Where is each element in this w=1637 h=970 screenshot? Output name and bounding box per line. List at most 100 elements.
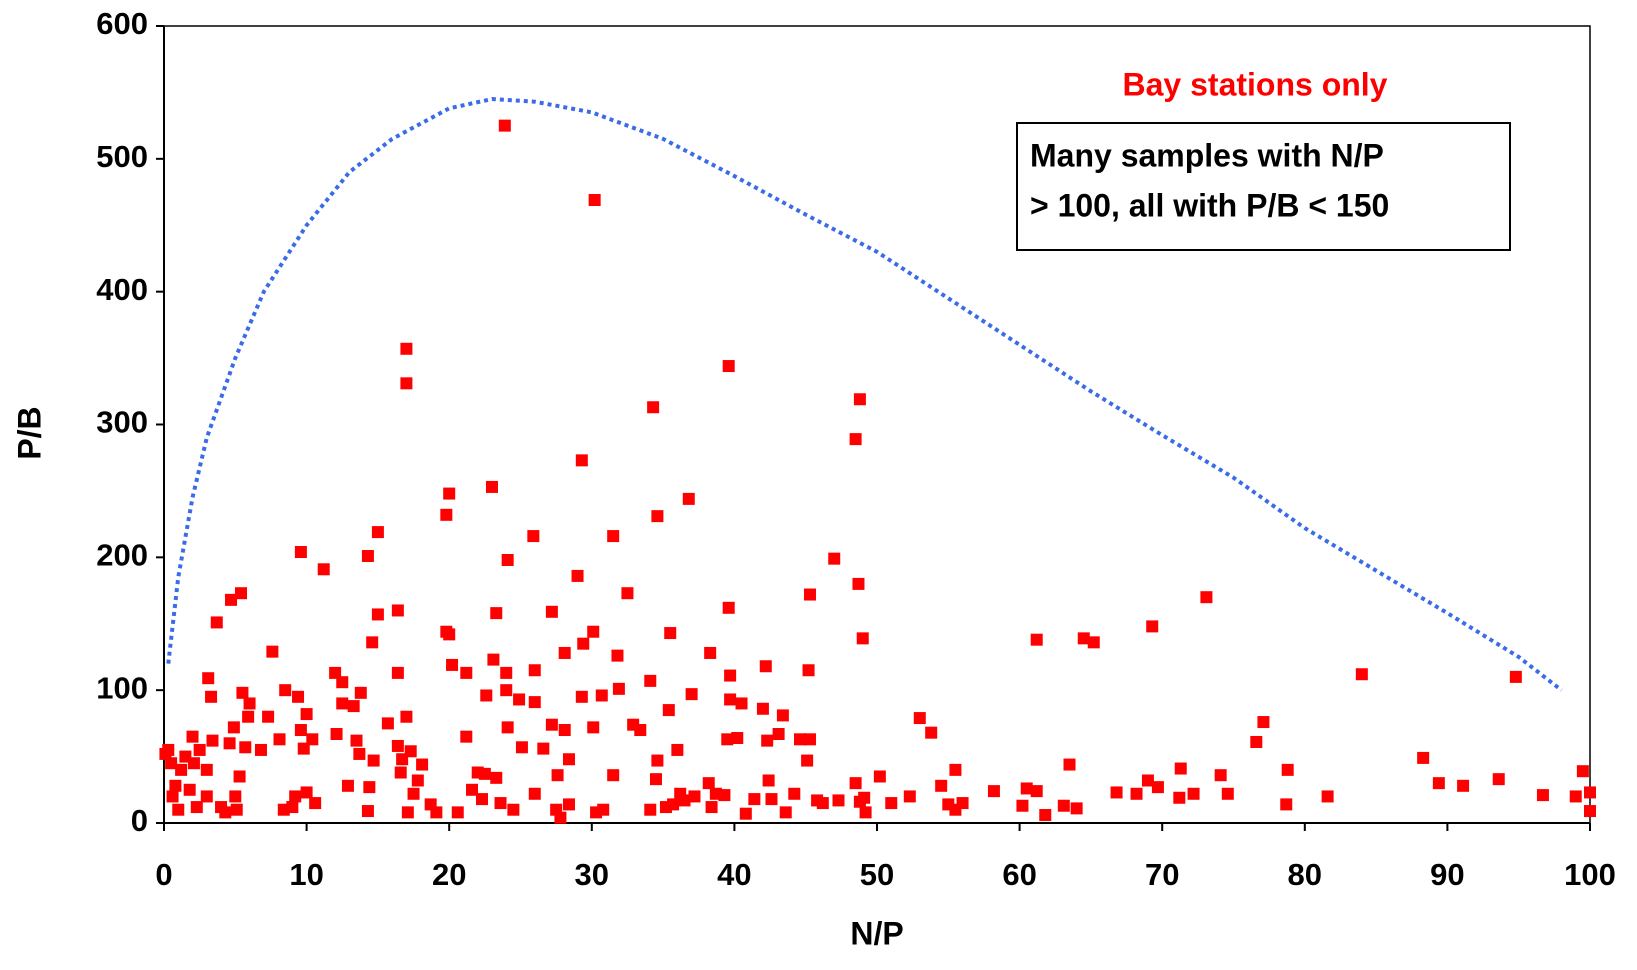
point xyxy=(1280,798,1293,811)
point xyxy=(885,797,898,810)
point xyxy=(206,734,219,747)
point xyxy=(1030,785,1043,798)
point xyxy=(1146,620,1159,633)
point xyxy=(172,803,185,816)
point xyxy=(704,646,717,659)
point xyxy=(1039,809,1052,822)
point xyxy=(987,785,1000,798)
point xyxy=(475,793,488,806)
point xyxy=(225,593,238,606)
point xyxy=(286,801,299,814)
y-tick-label: 500 xyxy=(96,139,148,174)
point xyxy=(330,728,343,741)
point xyxy=(721,733,734,746)
point xyxy=(756,702,769,715)
point xyxy=(545,605,558,618)
x-tick-label: 50 xyxy=(860,857,894,892)
point xyxy=(685,688,698,701)
point xyxy=(1569,790,1582,803)
point xyxy=(361,805,374,818)
point xyxy=(765,793,778,806)
point xyxy=(183,783,196,796)
note-line: Many samples with N/P xyxy=(1030,137,1384,173)
point xyxy=(400,342,413,355)
point xyxy=(678,794,691,807)
y-tick-label: 100 xyxy=(96,670,148,705)
point xyxy=(341,779,354,792)
point xyxy=(487,653,500,666)
point xyxy=(1355,668,1368,681)
point xyxy=(336,697,349,710)
point xyxy=(363,781,376,794)
point xyxy=(227,721,240,734)
point xyxy=(501,553,514,566)
point xyxy=(647,401,660,414)
point xyxy=(651,510,664,523)
point xyxy=(832,794,845,807)
point xyxy=(644,803,657,816)
point xyxy=(925,726,938,739)
point xyxy=(300,708,313,721)
point xyxy=(803,588,816,601)
point xyxy=(294,724,307,737)
point xyxy=(416,758,429,771)
point xyxy=(1020,782,1033,795)
point xyxy=(612,682,625,695)
point xyxy=(1417,751,1430,764)
point xyxy=(317,563,330,576)
point xyxy=(166,790,179,803)
point xyxy=(162,743,175,756)
point xyxy=(803,733,816,746)
point xyxy=(1174,762,1187,775)
point xyxy=(175,763,188,776)
x-tick-label: 100 xyxy=(1564,857,1616,892)
point xyxy=(480,689,493,702)
point xyxy=(229,790,242,803)
point xyxy=(440,508,453,521)
point xyxy=(1250,735,1263,748)
point xyxy=(254,743,267,756)
point xyxy=(200,790,213,803)
point xyxy=(949,763,962,776)
point xyxy=(667,798,680,811)
point xyxy=(776,709,789,722)
point xyxy=(1057,799,1070,812)
point xyxy=(186,730,199,743)
point xyxy=(266,645,279,658)
y-tick-label: 400 xyxy=(96,272,148,307)
point xyxy=(1432,777,1445,790)
point xyxy=(478,767,491,780)
point xyxy=(1110,786,1123,799)
point xyxy=(688,790,701,803)
point xyxy=(200,763,213,776)
point xyxy=(190,801,203,814)
point xyxy=(722,360,735,373)
point xyxy=(466,783,479,796)
point xyxy=(262,710,275,723)
point xyxy=(597,803,610,816)
point xyxy=(554,811,567,824)
point xyxy=(353,747,366,760)
point xyxy=(485,480,498,493)
point xyxy=(165,757,178,770)
point xyxy=(852,577,865,590)
point xyxy=(587,721,600,734)
point xyxy=(1492,773,1505,786)
point xyxy=(306,733,319,746)
point xyxy=(801,754,814,767)
point xyxy=(443,487,456,500)
point xyxy=(242,710,255,723)
point xyxy=(309,797,322,810)
point xyxy=(788,787,801,800)
point xyxy=(1509,670,1522,683)
point xyxy=(460,730,473,743)
point xyxy=(779,806,792,819)
point xyxy=(634,724,647,737)
point xyxy=(1151,781,1164,794)
point xyxy=(367,754,380,767)
point xyxy=(1087,636,1100,649)
point xyxy=(490,607,503,620)
annotation: Bay stations only xyxy=(1123,66,1388,102)
point xyxy=(849,777,862,790)
